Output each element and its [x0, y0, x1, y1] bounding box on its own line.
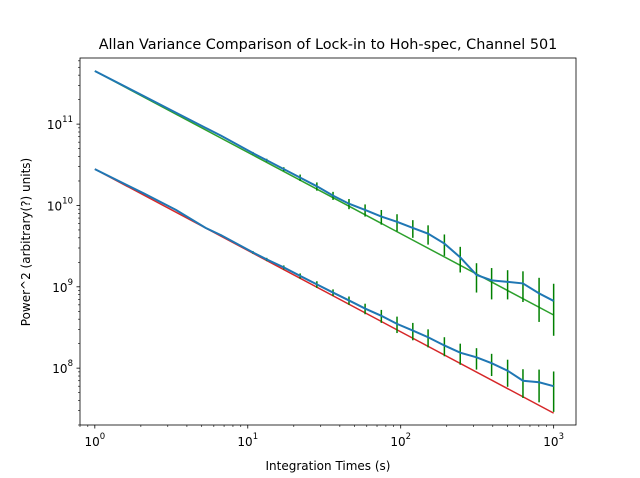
- y-axis-label: Power^2 (arbitrary(?) units): [19, 158, 33, 326]
- axes-frame: [79, 57, 577, 426]
- series-line-2: [94, 168, 554, 388]
- plot-area: [94, 70, 555, 414]
- chart-title: Allan Variance Comparison of Lock-in to …: [99, 37, 558, 53]
- x-axis-label: Integration Times (s): [266, 459, 391, 473]
- series-line-1: [94, 70, 555, 302]
- fit-line-2: [94, 168, 555, 414]
